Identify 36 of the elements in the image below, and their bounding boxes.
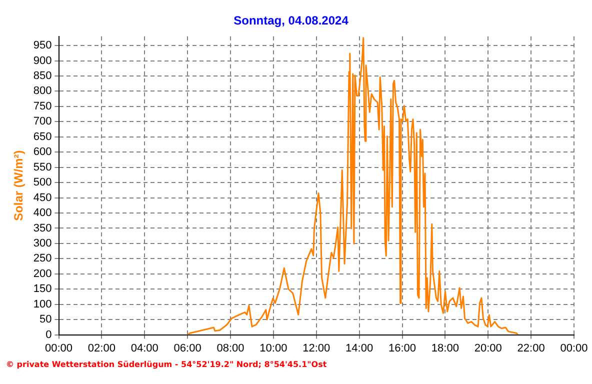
x-tick-label: 00:00 xyxy=(44,342,73,354)
x-tick-label: 14:00 xyxy=(346,342,374,354)
x-tick-label: 10:00 xyxy=(260,342,288,354)
y-tick-label: 900 xyxy=(33,54,52,67)
y-tick-label: 200 xyxy=(33,268,52,280)
x-tick-label: 22:00 xyxy=(517,342,545,354)
y-tick-label: 850 xyxy=(33,70,52,82)
y-tick-label: 250 xyxy=(33,252,52,265)
y-tick-label: 100 xyxy=(33,298,52,310)
y-axis-title: Solar (W/m²) xyxy=(12,150,26,221)
y-tick-label: 0 xyxy=(46,328,52,341)
y-tick-label: 400 xyxy=(33,207,52,220)
x-tick-label: 12:00 xyxy=(302,342,330,354)
y-tick-label: 550 xyxy=(33,161,52,174)
x-tick-label: 16:00 xyxy=(388,342,416,354)
y-tick-label: 300 xyxy=(33,237,52,250)
y-tick-label: 750 xyxy=(33,100,52,112)
y-tick-label: 450 xyxy=(33,192,52,204)
y-tick-label: 700 xyxy=(33,116,52,128)
x-tick-label: 18:00 xyxy=(431,342,459,354)
y-tick-label: 600 xyxy=(33,146,52,158)
x-tick-label: 00:00 xyxy=(560,342,588,354)
y-tick-label: 350 xyxy=(33,222,52,234)
x-tick-label: 20:00 xyxy=(474,342,502,354)
x-tick-label: 02:00 xyxy=(88,342,116,354)
text: © private Wetterstation Süderlügum - 54°52'19.2" Nord; 8°54'45.1"Ost xyxy=(6,360,327,369)
y-tick-label: 800 xyxy=(33,85,52,98)
y-tick-label: 50 xyxy=(40,314,52,326)
y-tick-label: 150 xyxy=(33,283,52,296)
x-tick-label: 08:00 xyxy=(216,342,244,354)
y-tick-label: 950 xyxy=(33,40,52,52)
y-tick-label: 500 xyxy=(33,176,52,189)
chart-title: Sonntag, 04.08.2024 xyxy=(234,14,349,28)
x-tick-label: 06:00 xyxy=(174,342,202,354)
y-tick-label: 650 xyxy=(33,130,52,143)
x-tick-label: 04:00 xyxy=(130,342,158,354)
